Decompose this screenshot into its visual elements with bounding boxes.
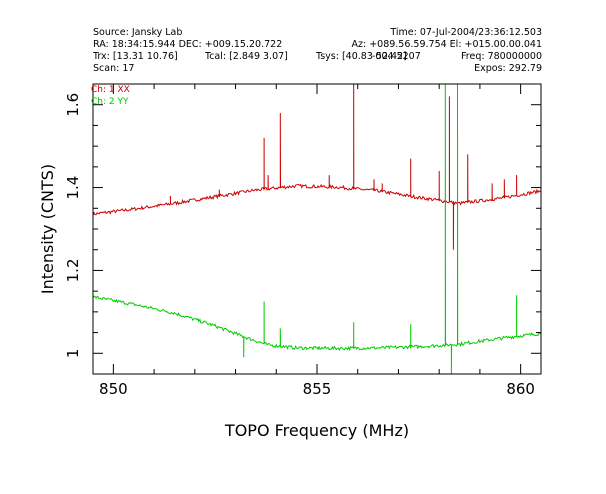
series-line-ch1 bbox=[92, 83, 542, 250]
x-tick-label: 855 bbox=[303, 380, 332, 398]
y-tick-label: 1.2 bbox=[64, 258, 82, 282]
trx-label: Trx: [13.31 10.76] bbox=[93, 51, 178, 62]
tsys-label: Tsys: [40.83 52.42] bbox=[316, 51, 407, 62]
y-tick-label: 1.6 bbox=[64, 93, 82, 117]
legend-ch1: Ch: 1 XX bbox=[91, 85, 130, 95]
doppler-label: -004.5207 bbox=[372, 51, 421, 62]
legend-ch2: Ch: 2 YY bbox=[91, 97, 129, 107]
expos-label: Expos: 292.79 bbox=[474, 63, 542, 74]
scan-label: Scan: 17 bbox=[93, 63, 135, 74]
x-tick-label: 850 bbox=[99, 380, 128, 398]
y-axis-label: Intensity (CNTS) bbox=[38, 164, 57, 294]
time-label: Time: 07-Jul-2004/23:36:12.503 bbox=[390, 27, 542, 38]
x-axis-label: TOPO Frequency (MHz) bbox=[224, 421, 409, 440]
freq-label: Freq: 780000000 bbox=[461, 51, 542, 62]
x-tick-label: 860 bbox=[506, 380, 535, 398]
azel-label: Az: +089.56.59.754 El: +015.00.00.041 bbox=[351, 39, 542, 50]
tcal-label: Tcal: [2.849 3.07] bbox=[205, 51, 288, 62]
plot-frame bbox=[92, 83, 542, 375]
source-label: Source: Jansky Lab bbox=[93, 27, 183, 38]
y-tick-label: 1 bbox=[64, 349, 82, 359]
radec-label: RA: 18:34:15.944 DEC: +009.15.20.722 bbox=[93, 39, 283, 50]
series-line-ch2 bbox=[92, 83, 542, 375]
y-tick-label: 1.4 bbox=[64, 176, 82, 200]
